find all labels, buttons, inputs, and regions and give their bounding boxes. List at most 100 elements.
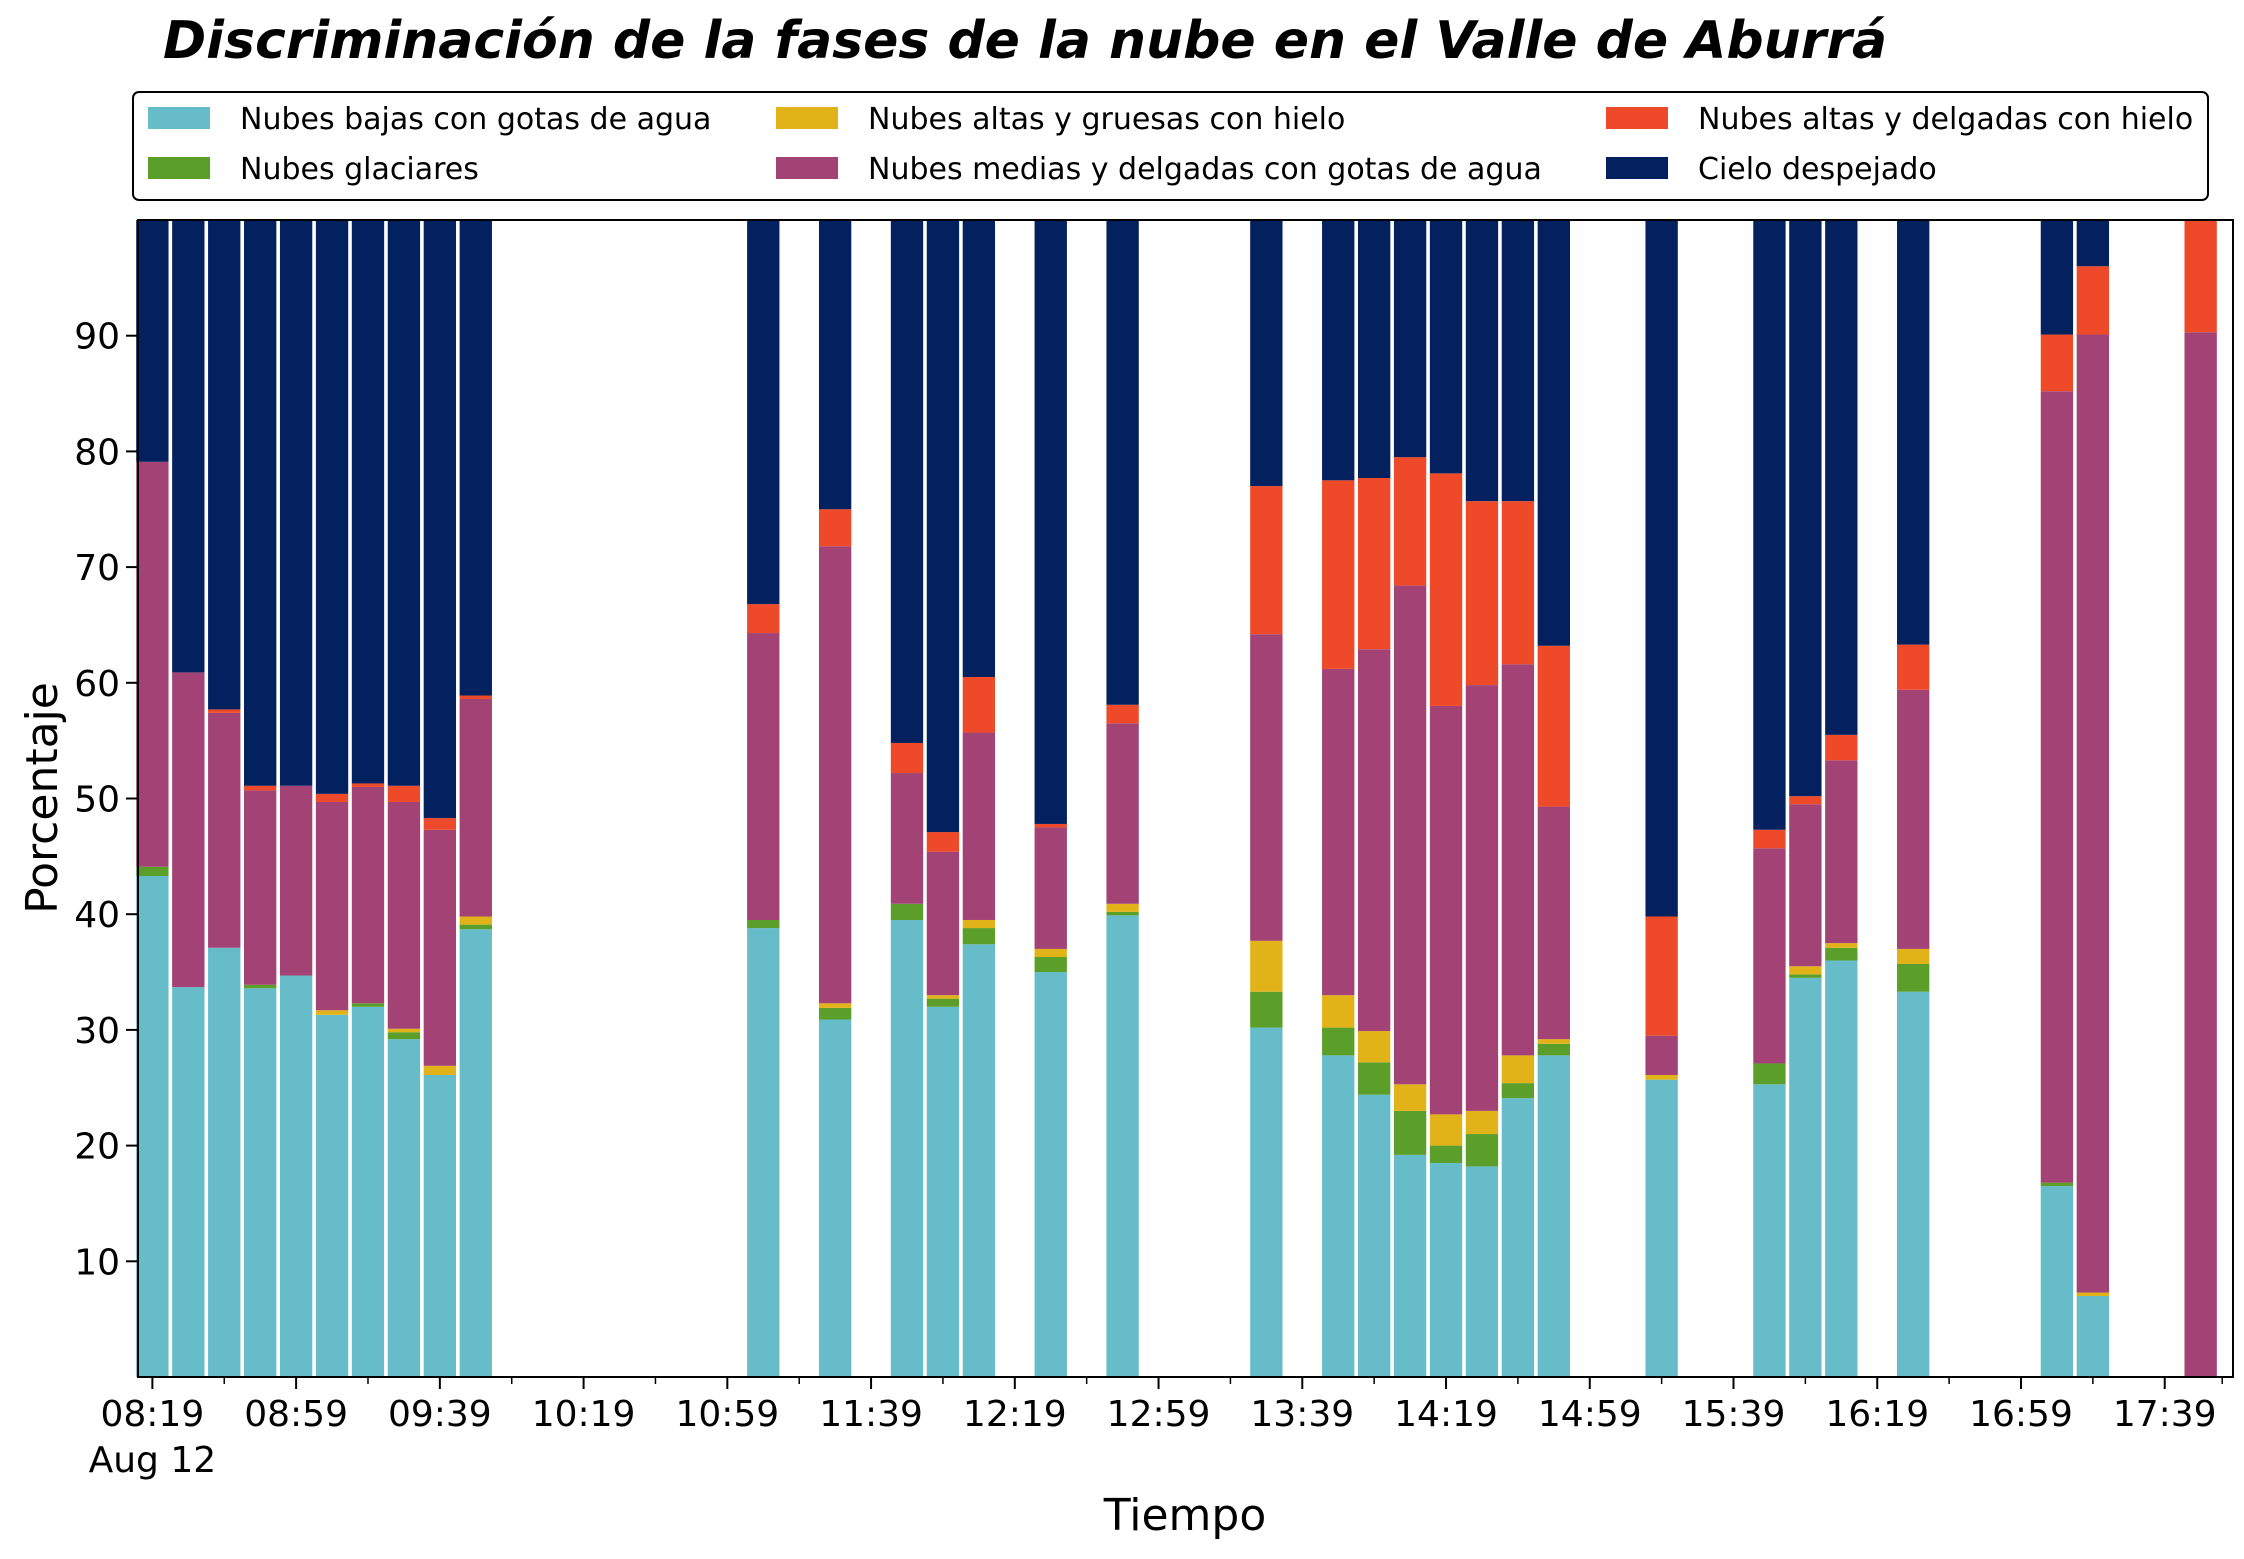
axis-ticks: 10 20 30 40 50 60 70 80 90 08:19 Aug 12 08:59 09:39 1… — [74, 317, 2223, 1481]
bar-segment — [1393, 1154, 1427, 1377]
bar-segment — [459, 220, 492, 696]
bar-segment — [1753, 220, 1786, 830]
bar-segment — [351, 220, 385, 784]
bar-segment — [747, 928, 780, 1377]
bar-segment — [1789, 804, 1822, 967]
bar-segment — [1789, 796, 1822, 805]
bar-segment — [459, 695, 492, 699]
bar-segment — [1322, 1055, 1355, 1377]
bar-segment — [1789, 966, 1822, 975]
bar-segment — [1322, 668, 1355, 996]
bar-segment — [1034, 823, 1067, 828]
bar-segment — [1250, 634, 1283, 941]
x-axis-label: Tiempo — [1103, 1490, 1267, 1541]
bar-segment — [459, 916, 492, 925]
bar-segment — [208, 220, 241, 710]
bar-segment — [1465, 1110, 1499, 1135]
bar-segment — [1357, 1062, 1391, 1095]
x-tick-label: 17:39 — [2113, 1394, 2217, 1435]
bar-segment — [2184, 220, 2217, 333]
bar-segment — [1034, 948, 1067, 958]
bar-segment — [747, 220, 780, 605]
bar-segment — [244, 220, 277, 786]
bar-segment — [1825, 947, 1858, 961]
bar-segment — [962, 220, 996, 678]
x-tick-label: 09:39 — [388, 1394, 492, 1435]
x-tick-label: 14:19 — [1394, 1394, 1498, 1435]
bar-segment — [1106, 903, 1139, 912]
x-tick-label: 13:39 — [1250, 1394, 1354, 1435]
bar-segment — [1897, 689, 1930, 949]
legend-label: Nubes medias y delgadas con gotas de agu… — [868, 152, 1542, 187]
bar-segment — [1825, 734, 1858, 761]
bar-segment — [387, 801, 421, 1029]
bar-segment — [818, 1019, 852, 1377]
bar-segment — [1357, 649, 1391, 1032]
bar-segment — [2076, 266, 2110, 335]
legend-frame — [132, 91, 2209, 201]
y-axis-label: Porcentaje — [17, 682, 68, 914]
bar-segment — [459, 924, 492, 930]
bar-segment — [1897, 991, 1930, 1377]
bar-segment — [1429, 1114, 1463, 1146]
bar-segment — [890, 773, 924, 904]
bar-segment — [1322, 480, 1355, 669]
bar-segment — [1034, 972, 1067, 1377]
bar-segment — [423, 818, 457, 830]
bar-segment — [1034, 220, 1067, 824]
x-tick-label: 08:19 — [100, 1394, 204, 1435]
bar-segment — [1897, 644, 1930, 690]
x-tick-label: 11:39 — [819, 1394, 923, 1435]
x-tick-label: 12:59 — [1107, 1394, 1211, 1435]
bar-segment — [2076, 1292, 2110, 1297]
bar-segment — [208, 947, 241, 1377]
bar-segment — [2184, 332, 2217, 1378]
bar-segment — [1897, 963, 1930, 992]
bar-segment — [1825, 760, 1858, 944]
bar-segment — [1825, 220, 1858, 735]
bar-segment — [1501, 501, 1535, 665]
bar-segment — [747, 633, 780, 920]
y-tick-label: 80 — [74, 432, 120, 473]
bar-segment — [387, 1032, 421, 1040]
bar-segment — [387, 220, 421, 786]
bar-segment — [1429, 705, 1463, 1115]
bar-segment — [2040, 334, 2074, 392]
bar-segment — [1789, 974, 1822, 978]
bar-segment — [459, 699, 492, 917]
bar-segment — [1106, 723, 1139, 904]
bar-segment — [315, 1014, 349, 1377]
bar-segment — [2040, 1186, 2074, 1377]
bar-segment — [244, 785, 277, 791]
bar-segment — [1250, 940, 1283, 992]
bar-segment — [1357, 478, 1391, 650]
bar-segment — [1465, 220, 1499, 502]
bar-segment — [1393, 457, 1427, 586]
bar-segment — [1250, 991, 1283, 1028]
bar-segment — [962, 732, 996, 920]
bar-segment — [1393, 585, 1427, 1085]
bar-segment — [1106, 911, 1139, 916]
bar-segment — [1465, 501, 1499, 686]
bar-segment — [172, 220, 205, 673]
bar-segment — [818, 1007, 852, 1020]
bar-segment — [387, 785, 421, 802]
bar-segment — [1537, 806, 1570, 1040]
bar-segment — [1753, 1063, 1786, 1085]
bar-segment — [1393, 1110, 1427, 1155]
bar-segment — [1537, 645, 1570, 807]
bar-segment — [1322, 1027, 1355, 1056]
bar-segment — [1034, 957, 1067, 973]
bar-segment — [1645, 220, 1678, 917]
bar-segment — [818, 546, 852, 1004]
chart-title: Discriminación de la fases de la nube en… — [163, 11, 1887, 71]
x-tick-label: 10:19 — [532, 1394, 636, 1435]
bar-segment — [1429, 1145, 1463, 1163]
y-tick-label: 50 — [74, 780, 120, 821]
y-tick-label: 20 — [74, 1127, 120, 1168]
bar-segment — [423, 1065, 457, 1076]
bar-segment — [1501, 220, 1535, 502]
bar-segment — [2076, 334, 2110, 1293]
bar-segment — [926, 998, 960, 1007]
bar-segment — [1537, 1039, 1570, 1044]
